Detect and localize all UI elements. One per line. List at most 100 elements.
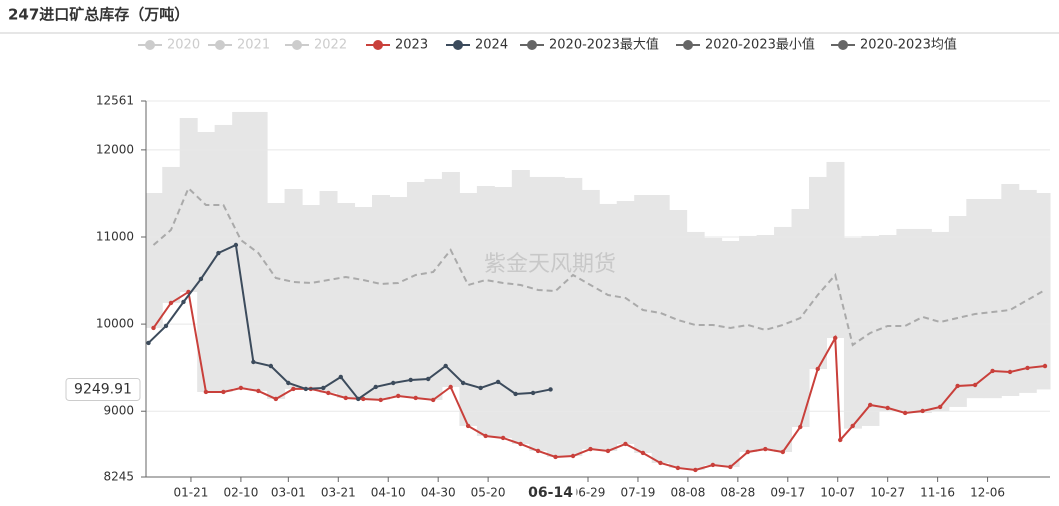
band-step [756, 234, 775, 450]
point [728, 464, 733, 470]
band-step [878, 234, 897, 412]
x-tick-label: 10-07 [820, 486, 855, 500]
point [251, 359, 256, 365]
point [780, 449, 785, 455]
band-step [354, 207, 373, 399]
point [815, 366, 820, 372]
x-tick-label: 09-17 [770, 486, 805, 500]
band-step [232, 111, 251, 388]
band-step [739, 235, 758, 452]
y-tick-label: 9000 [103, 404, 134, 418]
chart-title: 247进口矿总库存（万吨） [8, 6, 189, 24]
band-step [511, 169, 530, 444]
point [1025, 365, 1030, 371]
legend-label: 2020 [167, 38, 200, 53]
band-step [704, 237, 723, 465]
band-step [1001, 184, 1020, 396]
y-pointer-label: 9249.91 [74, 381, 132, 397]
x-tick-label: 03-01 [271, 486, 306, 500]
point [553, 454, 558, 460]
point [530, 390, 536, 396]
band-step [494, 186, 513, 438]
point [675, 465, 681, 471]
legend-icon-dot [373, 40, 383, 50]
band-step [441, 172, 460, 388]
x-tick-label: 08-28 [720, 486, 755, 500]
point [937, 404, 943, 410]
mean-line [152, 186, 1046, 347]
band-step [424, 178, 443, 400]
point [990, 368, 995, 374]
y-tick-label: 10000 [96, 317, 134, 331]
point [833, 335, 838, 341]
x-tick-label: 05-20 [471, 486, 506, 500]
point [168, 300, 174, 306]
point [303, 386, 309, 392]
point [1042, 363, 1048, 369]
band-step [896, 228, 915, 412]
point [443, 363, 448, 369]
legend-icon-dot [215, 40, 225, 50]
y-tick-label: 12561 [96, 94, 134, 108]
x-pointer-bg [524, 482, 577, 504]
point [465, 423, 471, 429]
point [356, 396, 361, 402]
point [256, 388, 261, 394]
band-step [214, 124, 233, 392]
x-pointer-label: 06-14 [528, 485, 573, 501]
band-step [249, 111, 268, 391]
point [838, 437, 843, 443]
point [798, 424, 803, 430]
band-step [546, 176, 565, 457]
point [955, 383, 960, 389]
point [483, 433, 488, 439]
point [495, 379, 501, 385]
point [430, 397, 436, 403]
point [286, 380, 291, 386]
point [396, 393, 401, 399]
point [273, 396, 279, 402]
band-step [319, 190, 338, 393]
band-step [809, 176, 827, 369]
point [413, 395, 418, 401]
x-tick-label: 10-27 [870, 486, 905, 500]
band-step [861, 235, 880, 426]
point [373, 384, 378, 390]
point [850, 423, 855, 429]
point [570, 453, 576, 459]
point [535, 448, 541, 454]
y-tick-label: 12000 [96, 142, 134, 156]
band-step [1036, 192, 1051, 390]
point [408, 377, 413, 383]
point [203, 389, 209, 395]
point [605, 448, 611, 454]
point [902, 410, 908, 416]
x-tick-label: 04-30 [421, 486, 456, 500]
legend-label: 2024 [475, 38, 508, 53]
band-step [843, 237, 862, 429]
point [181, 299, 186, 305]
point [343, 395, 348, 401]
band-step [146, 192, 163, 328]
x-tick-label: 11-16 [920, 486, 955, 500]
band-step [162, 166, 181, 303]
band-step [197, 132, 216, 392]
y-pointer-box [65, 377, 141, 401]
point [361, 396, 366, 402]
x-tick-label: 12-06 [970, 486, 1005, 500]
point [920, 408, 925, 414]
point [238, 385, 244, 391]
point [198, 276, 204, 282]
band-step [599, 203, 618, 451]
band-step [669, 209, 688, 468]
point [448, 384, 453, 390]
band-step [476, 186, 495, 436]
point [693, 467, 698, 473]
band-step [948, 215, 967, 407]
point [710, 462, 716, 468]
y-tick-label: 11000 [96, 229, 134, 243]
series-line [147, 243, 551, 401]
legend-icon-dot [145, 40, 155, 50]
band-step [337, 203, 356, 398]
point [221, 389, 226, 395]
